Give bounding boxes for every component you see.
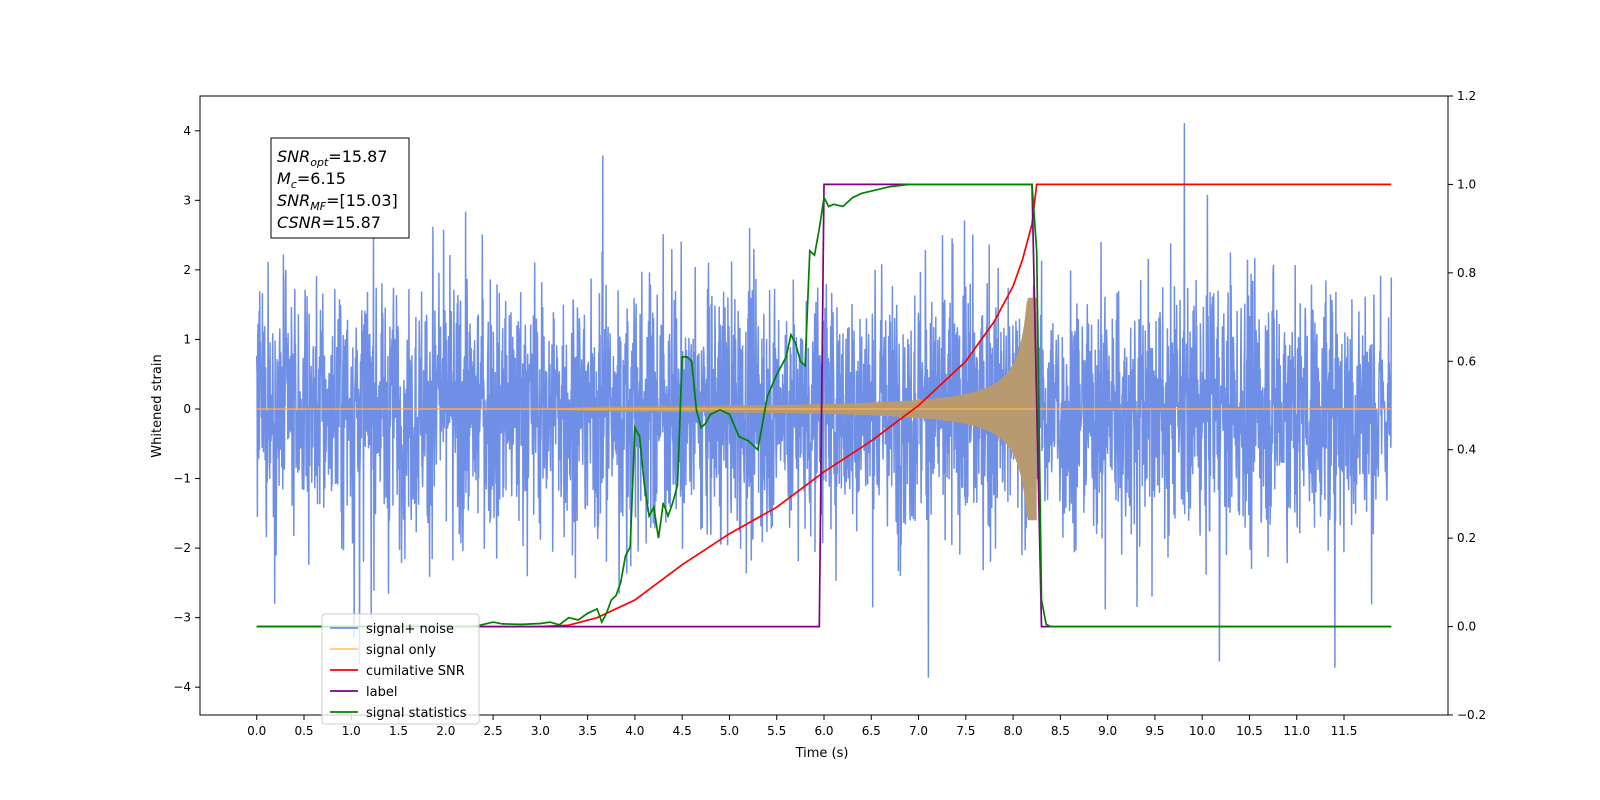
y-axis-right: 1.2 1.0 0.8 0.6 0.4 0.2 0.0 −0.2	[1448, 89, 1486, 722]
y-tick-label: 4	[183, 124, 191, 138]
legend-label: signal statistics	[366, 706, 467, 721]
y-tick-label: −3	[173, 611, 191, 625]
legend-frame	[321, 613, 480, 725]
x-tick-label: 6.0	[814, 724, 833, 738]
y-tick-label: 0	[183, 402, 191, 416]
annotation-line: SNRMF=[15.03]	[277, 191, 398, 213]
x-tick-label: 8.0	[1004, 724, 1023, 738]
y-tick-label: 2	[183, 263, 191, 277]
x-tick-label: 4.5	[673, 724, 692, 738]
x-tick-label: 10.5	[1236, 724, 1263, 738]
legend: signal+ noise signal only cumilative SNR la…	[321, 613, 480, 725]
x-axis: 0.0 0.5 1.0 1.5 2.0 2.5 3.0 3.5 4.0 4.5 5.0 5.5 6.0 6…	[247, 715, 1357, 738]
legend-label: cumilative SNR	[366, 664, 465, 679]
x-tick-label: 1.5	[389, 724, 408, 738]
x-tick-label: 1.0	[342, 724, 361, 738]
series-line-signal-statistics	[256, 183, 1392, 628]
y-tick-label: 1	[183, 332, 191, 346]
y-tick-label: 3	[183, 193, 191, 207]
x-tick-label: 3.5	[578, 724, 597, 738]
legend-label: signal+ noise	[366, 622, 454, 637]
y2-tick-label: 1.2	[1457, 89, 1476, 103]
stats-annotation-box: SNRopt=15.87Mc=6.15SNRMF=[15.03]CSNR=15.…	[270, 137, 410, 239]
x-tick-label: 10.0	[1189, 724, 1216, 738]
y2-tick-label: 0.2	[1457, 531, 1476, 545]
x-tick-label: 0.0	[247, 724, 266, 738]
y2-tick-label: 1.0	[1457, 177, 1476, 191]
y-tick-label: −4	[173, 680, 191, 694]
x-axis-label: Time (s)	[795, 746, 849, 761]
x-tick-label: 7.5	[956, 724, 975, 738]
x-tick-label: 2.5	[484, 724, 503, 738]
y2-tick-label: 0.4	[1457, 443, 1476, 457]
x-tick-label: 9.5	[1145, 724, 1164, 738]
x-tick-label: 5.5	[767, 724, 786, 738]
legend-label: label	[366, 685, 397, 700]
x-tick-label: 6.5	[862, 724, 881, 738]
x-tick-label: 3.0	[531, 724, 550, 738]
series-line-signal-noise	[255, 123, 1393, 678]
plot-area	[255, 123, 1393, 678]
x-tick-label: 2.0	[436, 724, 455, 738]
y-tick-label: −1	[173, 472, 191, 486]
y2-tick-label: 0.0	[1457, 620, 1476, 634]
annotation-line: CSNR=15.87	[277, 213, 381, 232]
x-tick-label: 11.5	[1331, 724, 1358, 738]
y-axis-left: 4 3 2 1 0 −1 −2 −3 −4	[173, 124, 200, 694]
y-tick-label: −2	[173, 541, 191, 555]
x-tick-label: 11.0	[1283, 724, 1310, 738]
x-tick-label: 4.0	[625, 724, 644, 738]
x-tick-label: 7.0	[909, 724, 928, 738]
series-line-cumulative-snr	[256, 183, 1392, 628]
x-tick-label: 5.0	[720, 724, 739, 738]
y2-tick-label: −0.2	[1457, 708, 1486, 722]
x-tick-label: 0.5	[294, 724, 313, 738]
legend-label: signal only	[366, 643, 436, 658]
y2-tick-label: 0.6	[1457, 354, 1476, 368]
y2-tick-label: 0.8	[1457, 266, 1476, 280]
y-axis-label: Whitened strain	[150, 354, 165, 457]
annotation-line: Mc=6.15	[277, 169, 346, 191]
x-tick-label: 9.0	[1098, 724, 1117, 738]
annotation-line: SNRopt=15.87	[277, 147, 388, 169]
x-tick-label: 8.5	[1051, 724, 1070, 738]
annotation-frame	[270, 137, 410, 239]
